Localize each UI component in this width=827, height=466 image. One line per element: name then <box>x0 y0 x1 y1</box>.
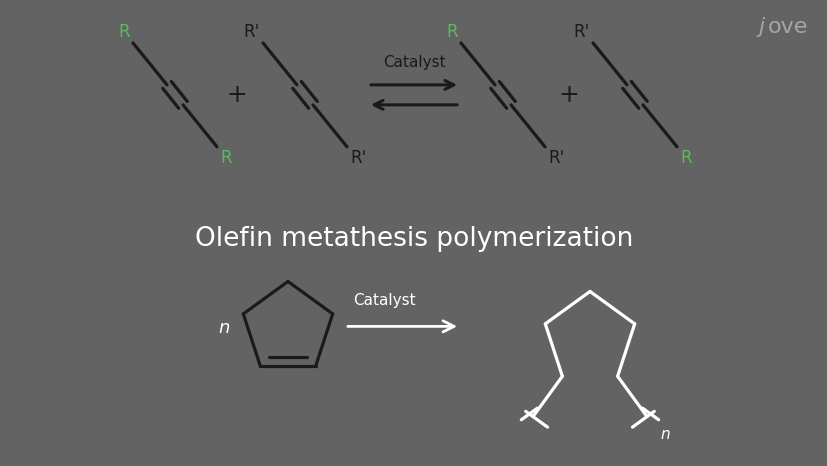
Text: R': R' <box>547 149 563 167</box>
Text: n: n <box>659 426 669 442</box>
Text: n: n <box>218 319 229 337</box>
Text: R': R' <box>350 149 366 167</box>
Text: R': R' <box>243 23 260 41</box>
Text: R': R' <box>573 23 590 41</box>
Text: R: R <box>220 149 232 167</box>
Text: j: j <box>758 17 764 37</box>
Text: R: R <box>446 23 457 41</box>
Text: R: R <box>679 149 691 167</box>
Text: Catalyst: Catalyst <box>352 293 415 308</box>
Text: +: + <box>227 83 247 107</box>
Text: Olefin metathesis polymerization: Olefin metathesis polymerization <box>194 226 633 252</box>
Text: ove: ove <box>767 17 807 37</box>
Text: Catalyst: Catalyst <box>382 55 445 70</box>
Text: +: + <box>558 83 579 107</box>
Text: R: R <box>118 23 130 41</box>
